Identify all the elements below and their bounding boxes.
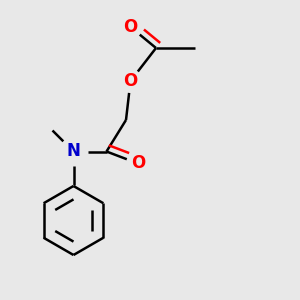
Text: O: O [131,154,145,172]
Text: O: O [123,72,138,90]
Text: N: N [67,142,80,160]
Text: O: O [123,18,138,36]
